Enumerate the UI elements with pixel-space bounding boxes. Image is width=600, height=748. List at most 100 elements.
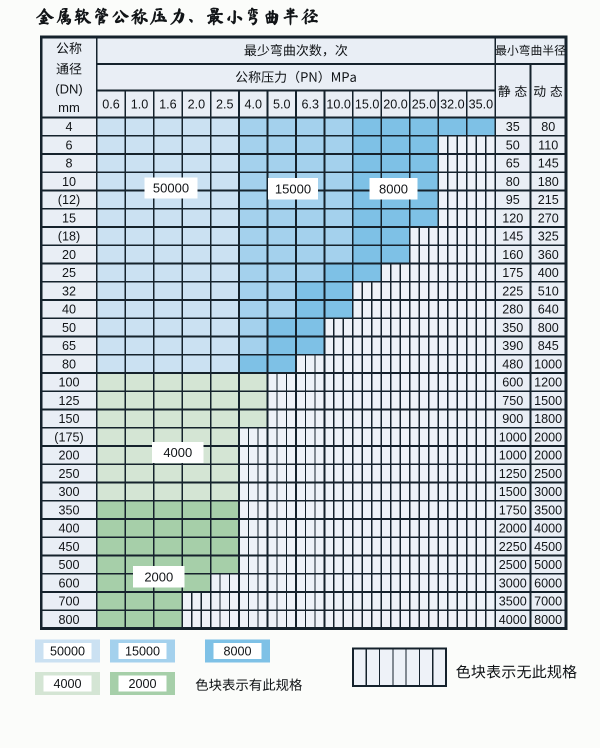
- svg-text:270: 270: [538, 211, 559, 225]
- svg-text:325: 325: [538, 230, 559, 244]
- svg-text:3000: 3000: [534, 485, 562, 499]
- svg-text:3500: 3500: [534, 503, 562, 517]
- svg-text:4: 4: [65, 120, 72, 134]
- svg-text:845: 845: [538, 339, 559, 353]
- svg-text:250: 250: [58, 467, 79, 481]
- svg-text:25: 25: [62, 266, 76, 280]
- svg-text:8000: 8000: [379, 181, 408, 196]
- svg-text:32: 32: [62, 284, 76, 298]
- svg-text:2500: 2500: [534, 467, 562, 481]
- svg-text:(DN): (DN): [55, 82, 82, 97]
- svg-text:350: 350: [502, 321, 523, 335]
- svg-text:390: 390: [502, 339, 523, 353]
- svg-text:700: 700: [58, 595, 79, 609]
- svg-text:1000: 1000: [499, 430, 527, 444]
- svg-text:800: 800: [58, 613, 79, 627]
- svg-text:2.5: 2.5: [216, 98, 234, 112]
- svg-text:2000: 2000: [499, 522, 527, 536]
- svg-text:800: 800: [538, 321, 559, 335]
- svg-text:300: 300: [58, 485, 79, 499]
- svg-text:4000: 4000: [53, 677, 81, 691]
- svg-text:(12): (12): [58, 193, 80, 207]
- svg-text:4.0: 4.0: [245, 98, 263, 112]
- svg-text:600: 600: [58, 576, 79, 590]
- svg-text:2250: 2250: [499, 540, 527, 554]
- svg-text:510: 510: [538, 284, 559, 298]
- svg-text:160: 160: [502, 248, 523, 262]
- svg-text:8000: 8000: [223, 645, 251, 659]
- svg-text:1.0: 1.0: [131, 98, 149, 112]
- svg-text:145: 145: [502, 230, 523, 244]
- svg-text:110: 110: [538, 138, 558, 152]
- svg-text:2000: 2000: [534, 449, 562, 463]
- svg-text:15000: 15000: [275, 181, 311, 196]
- svg-text:480: 480: [502, 357, 523, 371]
- svg-text:40: 40: [62, 303, 76, 317]
- svg-text:2.0: 2.0: [188, 98, 206, 112]
- svg-text:20: 20: [62, 248, 76, 262]
- svg-text:2000: 2000: [534, 430, 562, 444]
- svg-text:180: 180: [538, 175, 559, 189]
- svg-text:5.0: 5.0: [273, 98, 291, 112]
- svg-text:175: 175: [502, 266, 523, 280]
- svg-text:10.0: 10.0: [326, 98, 351, 112]
- svg-text:35.0: 35.0: [469, 98, 494, 112]
- svg-text:640: 640: [538, 303, 559, 317]
- svg-text:500: 500: [58, 558, 79, 572]
- svg-text:145: 145: [538, 157, 559, 171]
- svg-text:215: 215: [538, 193, 559, 207]
- svg-text:225: 225: [502, 284, 523, 298]
- svg-text:32.0: 32.0: [440, 98, 465, 112]
- svg-text:280: 280: [502, 303, 523, 317]
- svg-text:(175): (175): [54, 430, 83, 444]
- svg-text:1500: 1500: [534, 394, 562, 408]
- svg-text:6.3: 6.3: [301, 98, 319, 112]
- svg-text:1750: 1750: [499, 503, 527, 517]
- svg-text:350: 350: [58, 503, 79, 517]
- svg-text:95: 95: [506, 193, 520, 207]
- svg-text:65: 65: [62, 339, 76, 353]
- svg-text:1200: 1200: [534, 376, 562, 390]
- svg-text:50000: 50000: [50, 645, 85, 659]
- svg-text:450: 450: [58, 540, 79, 554]
- svg-text:(18): (18): [58, 230, 80, 244]
- svg-text:mm: mm: [58, 100, 80, 115]
- svg-text:4000: 4000: [163, 445, 192, 460]
- svg-text:1000: 1000: [534, 357, 562, 371]
- svg-text:7000: 7000: [534, 595, 562, 609]
- svg-text:400: 400: [58, 522, 79, 536]
- svg-text:100: 100: [58, 376, 79, 390]
- svg-text:1250: 1250: [499, 467, 527, 481]
- svg-text:1800: 1800: [534, 412, 562, 426]
- svg-text:65: 65: [506, 157, 520, 171]
- svg-text:80: 80: [62, 357, 76, 371]
- svg-text:120: 120: [502, 211, 523, 225]
- svg-text:400: 400: [538, 266, 559, 280]
- svg-text:10: 10: [62, 175, 76, 189]
- svg-text:15: 15: [62, 211, 76, 225]
- svg-text:0.6: 0.6: [102, 98, 120, 112]
- svg-text:2000: 2000: [128, 677, 156, 691]
- svg-text:2000: 2000: [144, 569, 173, 584]
- svg-text:4000: 4000: [499, 613, 527, 627]
- svg-text:5000: 5000: [534, 558, 562, 572]
- svg-text:900: 900: [502, 412, 523, 426]
- svg-text:20.0: 20.0: [383, 98, 408, 112]
- svg-text:2500: 2500: [499, 558, 527, 572]
- svg-text:80: 80: [506, 175, 520, 189]
- svg-text:600: 600: [502, 376, 523, 390]
- svg-text:3000: 3000: [499, 576, 527, 590]
- svg-text:50: 50: [62, 321, 76, 335]
- svg-text:3500: 3500: [499, 595, 527, 609]
- svg-text:4500: 4500: [534, 540, 562, 554]
- svg-text:150: 150: [58, 412, 79, 426]
- svg-text:35: 35: [506, 120, 520, 134]
- svg-text:6000: 6000: [534, 576, 562, 590]
- svg-text:15.0: 15.0: [355, 98, 380, 112]
- svg-text:125: 125: [58, 394, 79, 408]
- svg-text:80: 80: [541, 120, 555, 134]
- svg-text:8000: 8000: [534, 613, 562, 627]
- svg-text:200: 200: [58, 449, 79, 463]
- svg-text:8: 8: [65, 157, 72, 171]
- svg-text:1500: 1500: [499, 485, 527, 499]
